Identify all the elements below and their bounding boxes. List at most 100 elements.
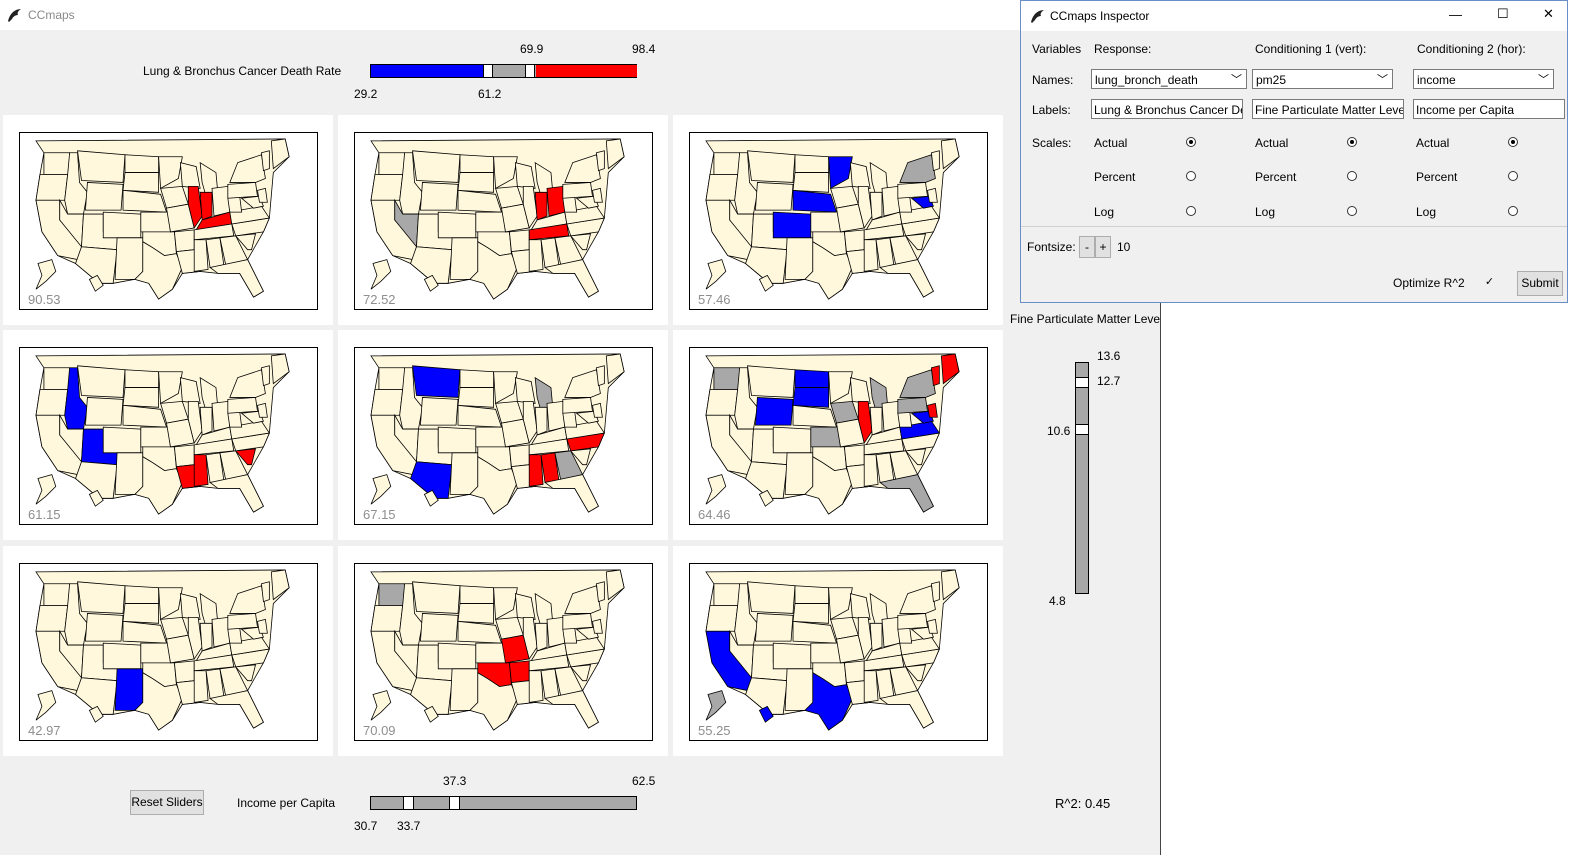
state-vt: [261, 365, 270, 387]
scale-radio-log[interactable]: [1508, 206, 1518, 216]
cond1-header: Conditioning 1 (vert):: [1255, 42, 1367, 56]
state-ar: [173, 660, 195, 684]
state-hi: [758, 489, 774, 507]
state-mn: [828, 587, 853, 621]
state-vt: [261, 581, 270, 603]
cond2-name-select[interactable]: income ﹀: [1413, 69, 1554, 89]
state-wv: [562, 626, 578, 644]
maximize-icon[interactable]: ☐: [1497, 6, 1509, 21]
map-box[interactable]: 70.09: [354, 563, 653, 741]
state-vt: [261, 150, 270, 172]
state-md: [575, 195, 599, 209]
cond2-label-field[interactable]: Income per Capita: [1413, 99, 1565, 119]
state-or: [35, 605, 69, 632]
fontsize-increase-button[interactable]: +: [1095, 236, 1111, 258]
response-slider[interactable]: [370, 64, 637, 78]
map-box[interactable]: 42.97: [19, 563, 318, 741]
state-wa: [378, 583, 406, 606]
state-pa: [897, 182, 928, 199]
state-nm: [449, 237, 479, 280]
fontsize-label: Fontsize:: [1027, 240, 1076, 254]
state-oh: [211, 185, 231, 217]
main-window: CCmaps Lung & Bronchus Cancer Death Rate…: [0, 0, 1163, 833]
state-sd: [122, 603, 160, 624]
state-sc: [569, 664, 592, 682]
state-nd: [124, 585, 160, 604]
scale-radio-actual[interactable]: [1347, 137, 1357, 147]
state-wa: [713, 152, 741, 175]
vert-handle-low[interactable]: [1075, 424, 1089, 435]
state-wy: [755, 613, 794, 642]
response-name-select[interactable]: lung_bronch_death ﹀: [1091, 69, 1247, 89]
state-nj: [927, 618, 938, 634]
state-az: [410, 461, 453, 499]
state-ks: [810, 426, 841, 448]
cond1-name-select[interactable]: pm25 ﹀: [1252, 69, 1393, 89]
map-box[interactable]: 64.46: [689, 347, 988, 525]
state-in: [199, 406, 213, 436]
state-pa: [897, 397, 928, 414]
state-az: [410, 677, 453, 715]
scale-radio-actual[interactable]: [1186, 137, 1196, 147]
response-bottom-label-2: 61.2: [478, 87, 502, 101]
state-nj: [927, 402, 938, 418]
map-value: 55.25: [698, 723, 731, 738]
state-sc: [569, 233, 592, 251]
cond2-header: Conditioning 2 (hor):: [1417, 42, 1526, 56]
state-wy: [755, 182, 794, 211]
state-pa: [227, 613, 258, 630]
state-in: [534, 622, 548, 652]
map-value: 57.46: [698, 292, 731, 307]
state-sc: [904, 448, 927, 466]
state-hi: [423, 274, 439, 292]
state-wi: [179, 162, 201, 189]
state-az: [745, 461, 788, 499]
scale-radio-percent[interactable]: [1347, 171, 1357, 181]
state-ny: [564, 154, 601, 183]
scale-radio-percent[interactable]: [1508, 171, 1518, 181]
scale-radio-percent[interactable]: [1186, 171, 1196, 181]
variables-header: Variables: [1032, 42, 1082, 56]
response-bottom-label-1: 29.2: [354, 87, 378, 101]
scale-radio-log[interactable]: [1347, 206, 1357, 216]
state-ny: [564, 369, 601, 398]
vert-label-mid: 10.6: [1047, 424, 1071, 438]
state-ak: [370, 474, 392, 505]
cond1-label-field[interactable]: Fine Particulate Matter Level: [1252, 99, 1404, 119]
hor-top-label-2: 62.5: [632, 774, 656, 788]
minimize-icon[interactable]: —: [1449, 7, 1462, 22]
reset-sliders-button[interactable]: Reset Sliders: [130, 790, 204, 815]
response-label-field[interactable]: Lung & Bronchus Cancer De: [1091, 99, 1243, 119]
response-handle-high[interactable]: [525, 64, 535, 78]
hor-slider[interactable]: [370, 796, 637, 810]
hor-handle-low[interactable]: [403, 796, 414, 810]
map-panel: 57.46: [673, 115, 1003, 325]
scale-radio-log[interactable]: [1186, 206, 1196, 216]
optimize-r2-checkbox[interactable]: ✓: [1484, 276, 1495, 288]
state-ar: [508, 229, 530, 253]
scale-option-label: Log: [1255, 205, 1276, 219]
state-fl: [209, 259, 264, 298]
vert-handle-high[interactable]: [1075, 377, 1089, 388]
hor-handle-high[interactable]: [449, 796, 460, 810]
map-panel: 55.25: [673, 546, 1003, 756]
state-co: [437, 426, 477, 454]
map-box[interactable]: 57.46: [689, 132, 988, 310]
map-box[interactable]: 61.15: [19, 347, 318, 525]
map-box[interactable]: 55.25: [689, 563, 988, 741]
fontsize-decrease-button[interactable]: -: [1079, 236, 1095, 258]
response-label-value: Lung & Bronchus Cancer De: [1094, 103, 1243, 117]
vert-slider[interactable]: [1075, 362, 1089, 594]
map-box[interactable]: 90.53: [19, 132, 318, 310]
state-md: [910, 626, 934, 640]
state-pa: [227, 182, 258, 199]
state-nd: [459, 369, 495, 388]
map-box[interactable]: 72.52: [354, 132, 653, 310]
close-icon[interactable]: ✕: [1543, 6, 1554, 21]
submit-button[interactable]: Submit: [1517, 271, 1563, 296]
state-fl: [879, 690, 934, 729]
state-il: [857, 400, 873, 444]
map-box[interactable]: 67.15: [354, 347, 653, 525]
scale-radio-actual[interactable]: [1508, 137, 1518, 147]
response-handle-low[interactable]: [483, 64, 493, 78]
